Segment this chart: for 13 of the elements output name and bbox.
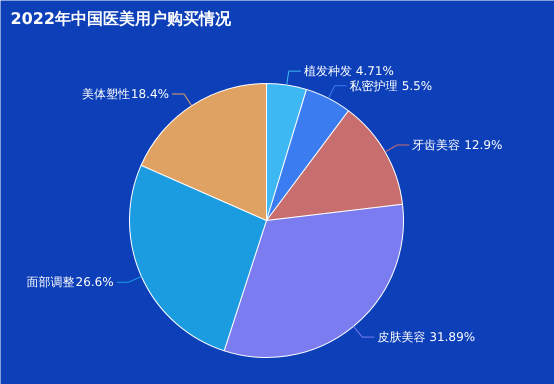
slice-label: 面部调整 <box>26 275 75 290</box>
data-label: 4.71% <box>356 64 394 78</box>
data-label: 5.5% <box>402 78 432 93</box>
slice-label: 私密护理 <box>350 78 398 93</box>
data-label: 12.9% <box>464 138 502 152</box>
data-label: 18.4% <box>130 87 169 102</box>
chart-title: 2022年中国医美用户购买情况 <box>10 9 232 28</box>
slice-label: 皮肤美容 <box>377 330 426 344</box>
slice-label: 牙齿美容 <box>412 138 460 152</box>
data-label: 26.6% <box>76 275 114 290</box>
data-label: 31.89% <box>429 330 476 344</box>
slice-label: 植发种发 <box>304 64 352 78</box>
slice-label: 美体塑性 <box>82 87 130 102</box>
